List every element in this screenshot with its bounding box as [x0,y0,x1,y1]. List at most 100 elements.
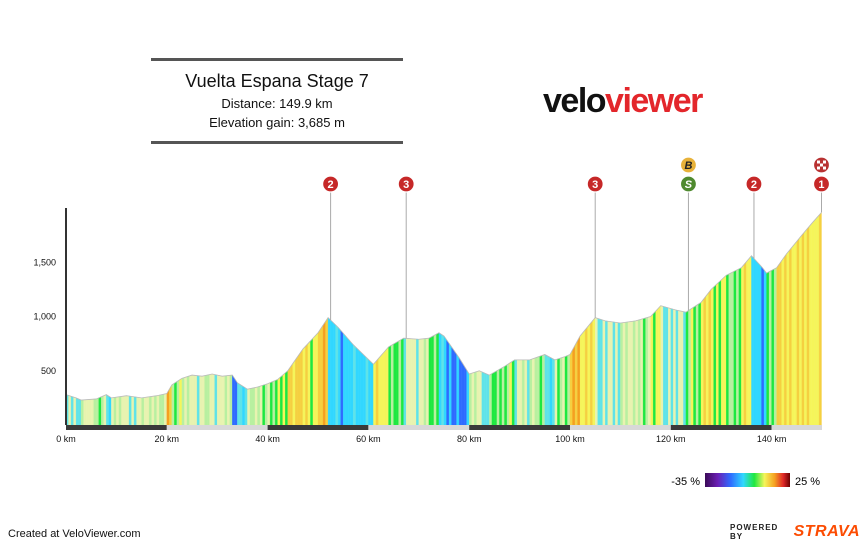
profile-slice [212,373,215,426]
profile-slice [237,382,241,426]
gradient-legend: -35 % 25 % [671,473,820,488]
profile-slice [297,352,301,426]
profile-slice [794,240,797,426]
profile-slice [731,271,734,426]
profile-slice [365,356,369,426]
profile-slice [80,399,84,426]
profile-slice [612,321,616,426]
profile-slice [673,309,676,426]
profile-slice [222,375,225,426]
profile-slice [332,322,336,426]
profile-slice [184,376,188,426]
profile-slice [539,355,543,426]
profile-slice [456,353,460,426]
profile-slice [710,286,714,426]
profile-slice [317,328,321,426]
profile-slice [201,375,205,426]
profile-slice [784,253,787,426]
profile-slice [370,361,374,426]
profile-slice [799,234,802,426]
profile-slice [736,268,739,426]
profile-slice [597,318,601,426]
profile-slice [421,338,424,426]
profile-slice [78,398,82,426]
profile-slice [151,395,155,426]
profile-slice [688,308,692,426]
marker-label: 3 [403,179,409,191]
climb-marker [745,175,763,193]
profile-slice [242,385,246,426]
profile-slice [70,396,74,426]
profile-slice [600,319,603,426]
profile-slice [509,361,513,426]
profile-slice [330,319,334,426]
profile-slice [438,332,442,426]
profile-slice [393,342,397,426]
profile-slice [567,354,571,426]
marker-label: 1 [818,179,824,191]
profile-slice [690,307,694,426]
profile-slice [204,374,208,426]
logo-part-viewer: viewer [605,82,703,120]
profile-slice [118,396,122,426]
profile-slice [587,323,591,426]
profile-slice [685,310,689,426]
profile-slice [267,382,271,426]
profile-slice [665,306,669,426]
profile-slice [254,386,258,426]
profile-slice [174,381,178,426]
profile-slice [544,354,548,426]
profile-slice [779,260,782,426]
profile-slice [741,264,745,426]
x-tick-label: 80 km [457,434,482,444]
profile-slice [86,399,89,426]
profile-slice [814,217,817,426]
profile-slice [113,396,117,426]
profile-slice [627,321,631,426]
profile-slice [640,318,644,426]
gradient-legend-bar [705,473,790,487]
profile-slice [761,266,765,426]
profile-slice [529,358,533,426]
profile-slice [133,396,137,426]
profile-slice [83,399,87,426]
profile-slice [491,371,495,426]
profile-slice [234,378,238,426]
profile-slice [264,383,268,426]
profile-slice [756,260,760,426]
profile-slice [272,380,276,426]
title-box: Vuelta Espana Stage 7 Distance: 149.9 km… [151,58,403,144]
climb-marker [397,175,415,193]
profile-slice [443,335,447,426]
profile-slice [552,358,556,426]
profile-slice [164,393,167,426]
profile-slice [746,258,750,426]
profile-slice [355,346,359,426]
profile-slice [615,322,619,426]
x-tick-label: 0 km [56,434,76,444]
profile-slice [476,370,480,426]
profile-slice [375,358,379,426]
profile-slice [680,310,684,426]
profile-slice [436,332,440,426]
profile-slice [564,355,568,426]
profile-slice [428,336,432,426]
profile-slice [511,359,515,426]
profile-slice [252,387,256,426]
profile-slice [199,375,203,426]
profile-slice [388,345,392,426]
strava-logo: STRAVA [793,523,860,540]
profile-slice [721,277,724,426]
title-rule-bottom [151,141,403,144]
profile-slice [763,269,767,426]
profile-slice [592,317,596,426]
profile-slice [708,288,712,426]
profile-slice [227,375,230,426]
profile-slice [156,394,160,426]
created-at-text: Created at VeloViewer.com [8,528,141,540]
profile-slice [249,387,253,426]
profile-slice [554,358,558,426]
chart-axes: 0 km 20 km 40 km 60 km 80 km 100 km 120 km 140 … [33,208,822,444]
profile-slice [108,395,112,426]
profile-slice [214,374,218,426]
